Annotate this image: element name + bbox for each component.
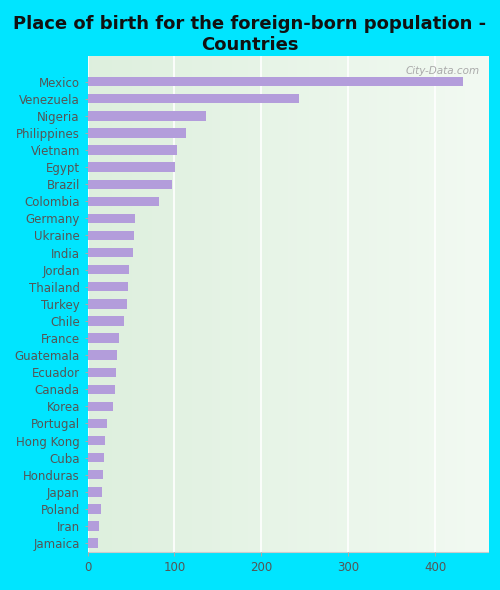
Bar (88, 196, 159, 206)
Bar (88, 504, 102, 514)
Bar (88, 350, 117, 360)
Bar (88, 368, 116, 377)
Bar (88, 436, 105, 445)
Bar (88, 282, 128, 291)
Bar (88, 299, 126, 309)
Bar (88, 385, 116, 394)
Bar (88, 419, 106, 428)
Bar (88, 316, 124, 326)
Bar (88, 111, 206, 120)
Bar (88, 231, 134, 240)
Bar (88, 179, 172, 189)
Bar (88, 333, 119, 343)
Bar (88, 145, 177, 155)
Bar (88, 453, 104, 463)
Bar (88, 282, 128, 291)
Bar (88, 470, 103, 480)
Bar (88, 436, 105, 445)
Bar (88, 145, 177, 155)
Bar (88, 539, 98, 548)
Text: Place of birth for the foreign-born population -
Countries: Place of birth for the foreign-born popu… (14, 15, 486, 54)
Bar (88, 196, 159, 206)
Bar (88, 350, 117, 360)
Bar (88, 299, 126, 309)
Bar (88, 402, 112, 411)
Bar (88, 385, 116, 394)
Bar (88, 522, 99, 531)
Bar (88, 162, 176, 172)
Text: City-Data.com: City-Data.com (406, 66, 479, 76)
Bar (88, 77, 463, 86)
Bar (88, 453, 104, 463)
Bar (88, 522, 99, 531)
Bar (88, 333, 119, 343)
Bar (88, 231, 134, 240)
Bar (88, 111, 206, 120)
Bar (88, 265, 129, 274)
Bar (88, 487, 102, 497)
Bar (88, 316, 124, 326)
Bar (88, 265, 129, 274)
Bar (88, 214, 136, 223)
Bar (88, 419, 106, 428)
Bar (88, 128, 186, 137)
Bar (88, 487, 102, 497)
Bar (88, 214, 136, 223)
Bar (88, 402, 112, 411)
Bar (88, 179, 172, 189)
Bar (88, 368, 116, 377)
Bar (88, 470, 103, 480)
Bar (88, 162, 176, 172)
Bar (88, 248, 132, 257)
Bar (88, 94, 299, 103)
Bar (88, 504, 102, 514)
Bar (88, 248, 132, 257)
Bar (88, 539, 98, 548)
Bar (88, 128, 186, 137)
Bar (88, 94, 299, 103)
Bar (88, 77, 463, 86)
